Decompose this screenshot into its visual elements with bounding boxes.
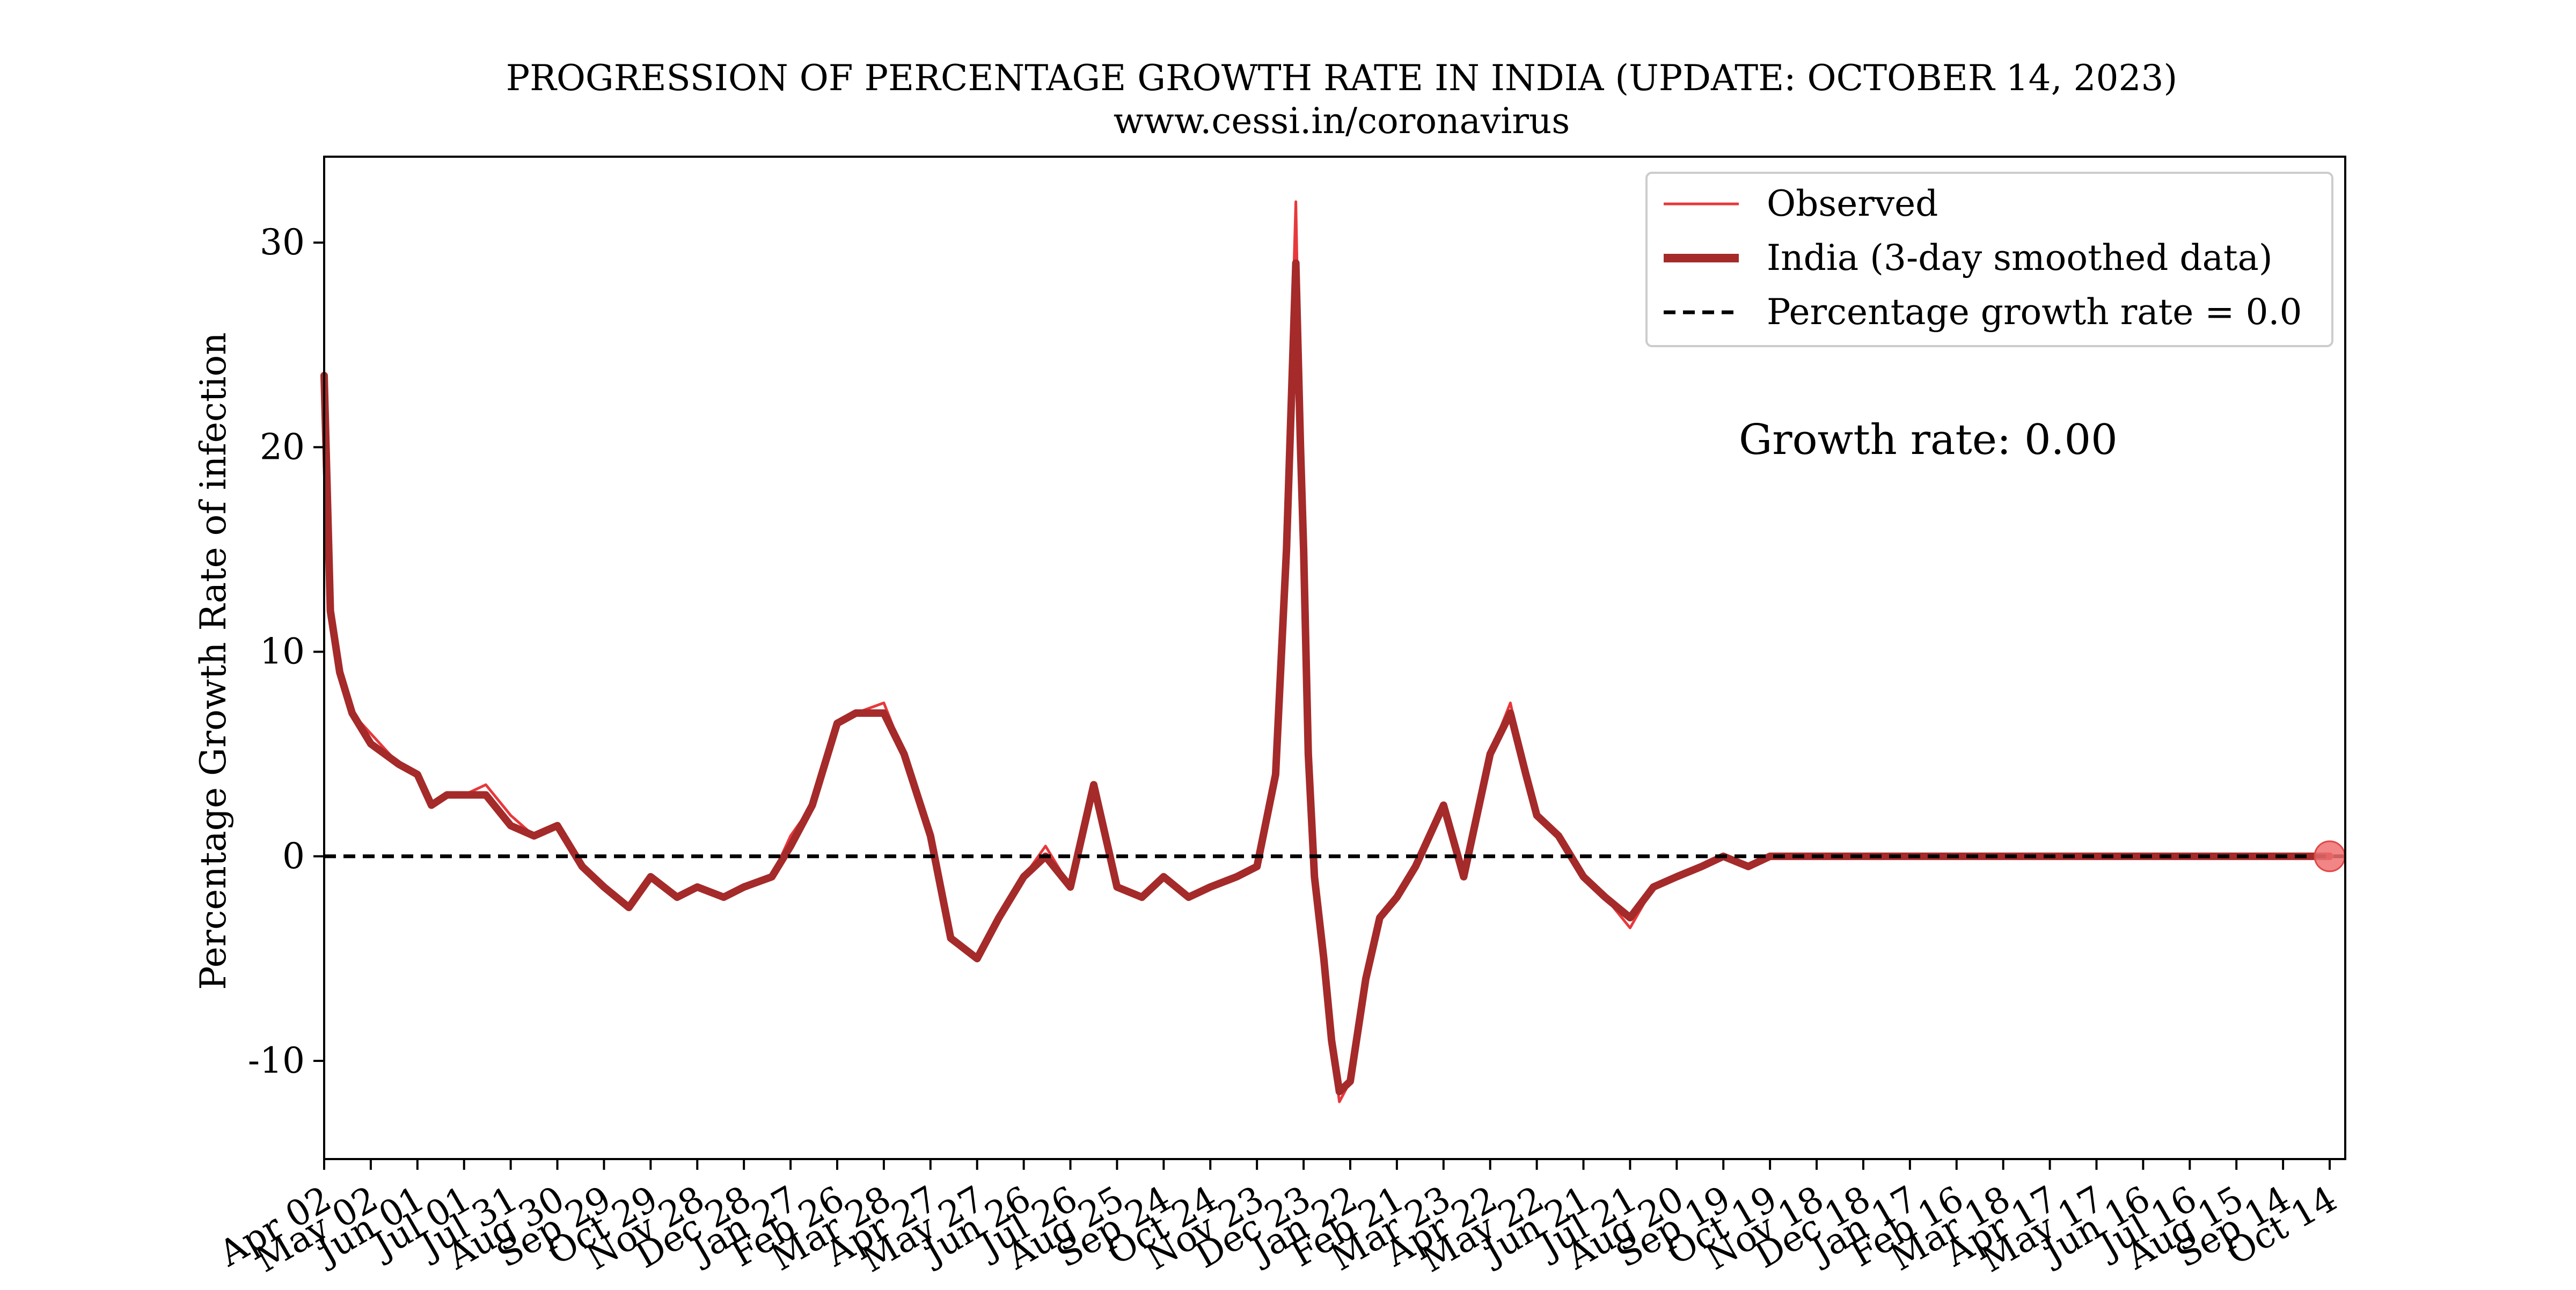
y-tick-label: -10 xyxy=(248,1040,305,1081)
y-tick-label: 10 xyxy=(260,631,305,672)
latest-value-marker xyxy=(2314,840,2346,873)
legend: Observed India (3-day smoothed data) Per… xyxy=(1645,172,2333,347)
series-smoothed-line xyxy=(320,259,2333,1096)
legend-label-smoothed: India (3-day smoothed data) xyxy=(1767,237,2273,278)
legend-label-observed: Observed xyxy=(1767,183,1938,224)
plot-area xyxy=(320,200,2346,1103)
plot-frame xyxy=(323,156,2346,1160)
y-tick-label: 0 xyxy=(282,835,305,877)
y-axis-label: Percentage Growth Rate of infection xyxy=(193,332,234,990)
chart-subtitle: www.cessi.in/coronavirus xyxy=(1114,100,1570,142)
legend-box xyxy=(1645,172,2333,347)
y-tick-label: 20 xyxy=(260,426,305,467)
y-tick-label: 30 xyxy=(260,222,305,263)
growth-rate-annotation: Growth rate: 0.00 xyxy=(1739,416,2118,464)
legend-label-zero-line: Percentage growth rate = 0.0 xyxy=(1767,291,2302,333)
chart-title: PROGRESSION OF PERCENTAGE GROWTH RATE IN… xyxy=(506,57,2178,99)
